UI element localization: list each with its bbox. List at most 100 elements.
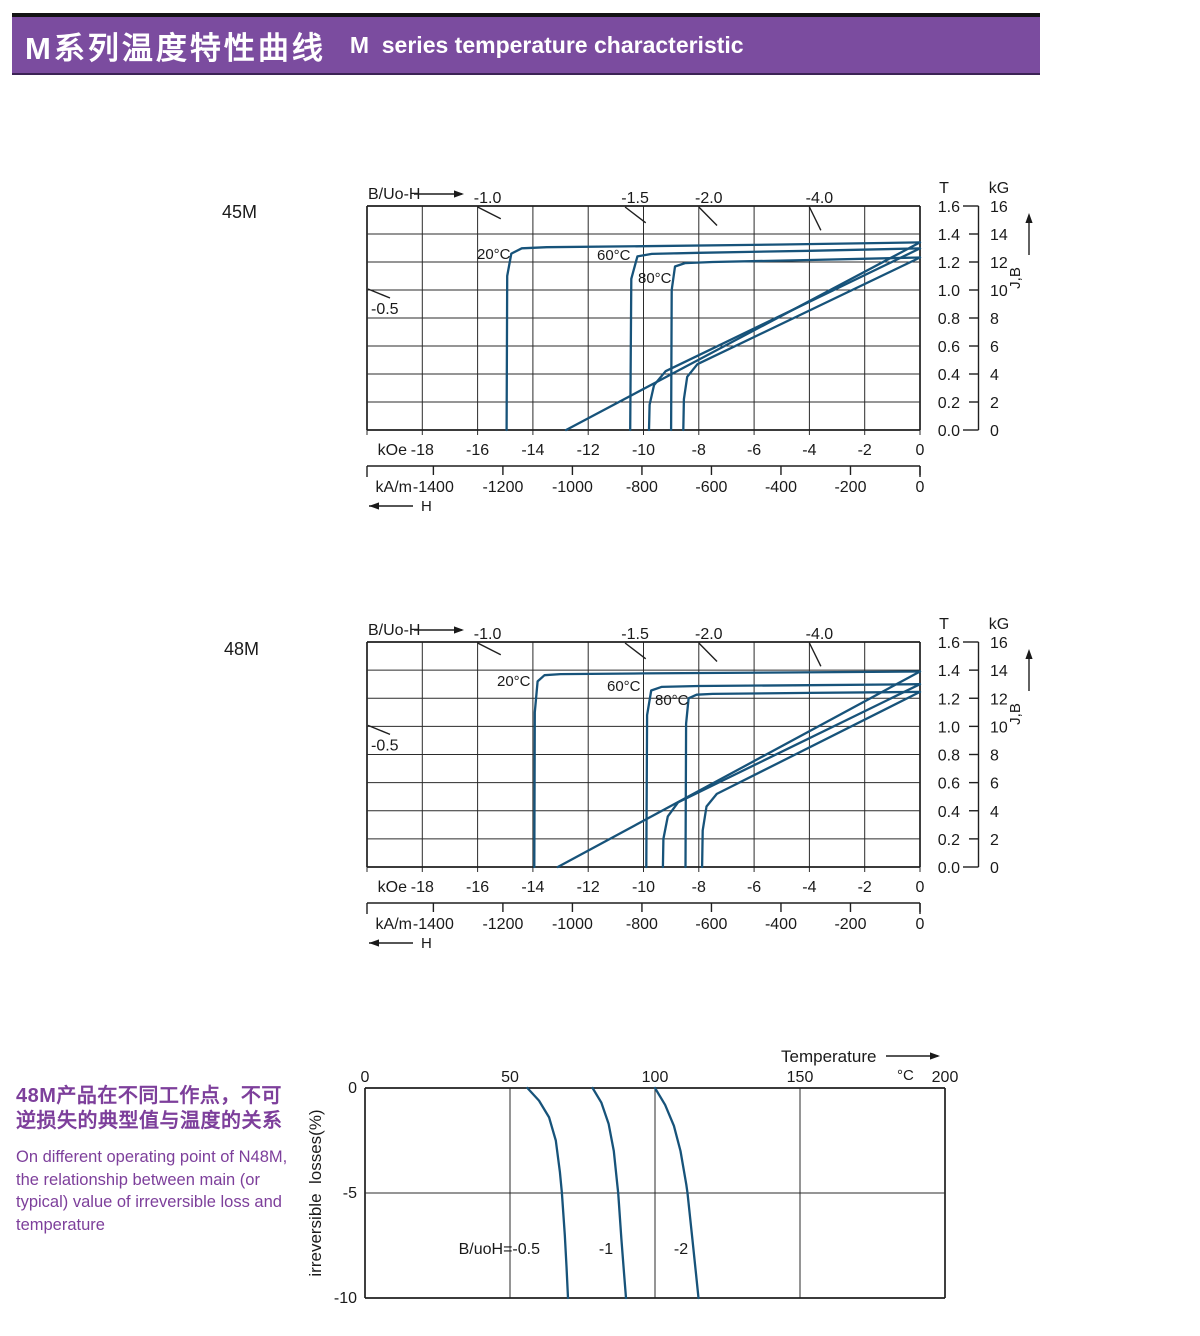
note-zh-line: 48M产品在不同工作点，不可 — [16, 1085, 282, 1107]
kam-tick-label: -200 — [834, 479, 866, 496]
temperature-label: 60°C — [607, 678, 641, 695]
kam-tick-label: -800 — [626, 916, 658, 933]
loadline-tick — [698, 642, 718, 663]
y-tick-kG: 14 — [990, 227, 1008, 244]
y-tick-T: 0.4 — [938, 804, 960, 821]
y-tick-kG: 4 — [990, 804, 999, 821]
y-tick-kG: 8 — [990, 748, 999, 765]
y-tick-kG: 12 — [990, 255, 1008, 272]
loadline-label: -0.5 — [371, 301, 399, 318]
x-axis-tick: 50 — [501, 1069, 519, 1086]
y-axis-unit-kG: kG — [989, 180, 1009, 197]
loadline-tick — [698, 206, 718, 227]
x-axis-tick: 0 — [361, 1069, 370, 1086]
x-axis-tick: -2 — [858, 442, 872, 459]
h-arrow-label: H — [421, 935, 432, 952]
curve-B-60°C — [661, 683, 922, 869]
y-axis-unit-kG: kG — [989, 616, 1009, 633]
loadline-tick — [808, 206, 822, 231]
y-tick-T: 1.4 — [938, 227, 960, 244]
y-tick-kG: 16 — [990, 199, 1008, 216]
loadline-label: -2.0 — [695, 190, 723, 207]
y-tick-T: 0.0 — [938, 423, 960, 440]
y-tick-kG: 14 — [990, 663, 1008, 680]
page-title-english: M series temperature characteristic — [349, 31, 744, 58]
loss-chart-note: 48M产品在不同工作点，不可 逆损失的典型值与温度的关系 On differen… — [16, 1084, 316, 1236]
jb-arrow-label: J,B — [1007, 703, 1024, 725]
h-arrow-label: H — [421, 498, 432, 515]
y-tick-kG: 6 — [990, 776, 999, 793]
arrow-head — [369, 939, 379, 947]
kam-tick-label: -1200 — [482, 916, 523, 933]
kam-tick-label: -400 — [765, 479, 797, 496]
kam-axis-unit: kA/m — [376, 916, 412, 933]
arrow-head — [1025, 649, 1033, 659]
y-tick-kG: 10 — [990, 719, 1008, 736]
curve-B-80°C — [700, 690, 922, 869]
x-axis-tick: 100 — [642, 1069, 669, 1086]
loadline-label: -1.0 — [474, 626, 502, 643]
y-axis-unit-T: T — [939, 180, 949, 197]
y-tick-kG: 12 — [990, 691, 1008, 708]
x-axis-tick: -10 — [632, 879, 655, 896]
x-axis-tick: -8 — [692, 442, 706, 459]
x-axis-tick: -18 — [411, 442, 434, 459]
page-title-chinese: M系列温度特性曲线 — [25, 30, 326, 66]
loss-curve--2 — [653, 1086, 700, 1300]
x-axis-tick: -6 — [747, 442, 761, 459]
kam-tick-label: -1400 — [413, 916, 454, 933]
x-axis-tick: -10 — [632, 442, 655, 459]
y-tick-T: 1.0 — [938, 719, 960, 736]
x-axis-tick: -8 — [692, 879, 706, 896]
jb-arrow-label: J,B — [1007, 267, 1024, 289]
kam-tick-label: -1000 — [552, 916, 593, 933]
y-tick-kG: 2 — [990, 395, 999, 412]
arrow-head — [454, 190, 464, 198]
y-tick-T: 1.6 — [938, 635, 960, 652]
y-tick-T: 0.0 — [938, 860, 960, 877]
loss-curve-B/uoH=-0.5 — [526, 1086, 570, 1300]
curve-J-80°C — [684, 690, 922, 869]
kam-tick-label: -1400 — [413, 479, 454, 496]
x-axis-tick: -14 — [521, 442, 544, 459]
x-axis-unit: kOe — [378, 442, 407, 459]
demag-chart-45M: B/Uo-H -1.0 -1.5 -2.0 -4.0 -0.5 kOe -18 -16 -14 -1… — [366, 180, 1033, 515]
kam-axis-unit: kA/m — [376, 479, 412, 496]
note-english: On different operating point of N48M, th… — [16, 1146, 316, 1236]
y-tick-T: 1.4 — [938, 663, 960, 680]
y-tick-T: 0.2 — [938, 832, 960, 849]
x-axis-tick: 200 — [932, 1069, 959, 1086]
loadline-tick — [808, 642, 822, 667]
kam-tick-label: 0 — [916, 479, 925, 496]
x-axis-unit: °C — [897, 1067, 914, 1084]
y-axis-tick: -5 — [343, 1185, 357, 1202]
loadline-tick — [367, 724, 391, 736]
curve-J-60°C — [645, 683, 922, 869]
x-axis-tick: -16 — [466, 879, 489, 896]
temperature-axis-label: Temperature — [781, 1047, 876, 1066]
x-axis-tick: -6 — [747, 879, 761, 896]
loadline-label: -0.5 — [371, 737, 399, 754]
page-header: M系列温度特性曲线 M series temperature character… — [12, 13, 1040, 75]
arrow-head — [1025, 213, 1033, 223]
loadline-label: -1.0 — [474, 190, 502, 207]
note-en-line: the relationship between main (or — [16, 1170, 260, 1189]
arrow-head — [930, 1052, 940, 1060]
curve-B-80°C — [682, 256, 922, 432]
curve-B-20°C — [556, 670, 922, 869]
loadline-label: -1.5 — [621, 626, 649, 643]
y-tick-T: 1.0 — [938, 283, 960, 300]
y-tick-kG: 0 — [990, 860, 999, 877]
x-axis-tick: 0 — [916, 879, 925, 896]
y-tick-kG: 10 — [990, 283, 1008, 300]
y-tick-kG: 4 — [990, 367, 999, 384]
loss-curve--1 — [591, 1086, 628, 1300]
loadline-tick — [367, 288, 391, 299]
y-tick-T: 0.8 — [938, 311, 960, 328]
y-tick-T: 1.2 — [938, 255, 960, 272]
loss-curve-label: B/uoH=-0.5 — [459, 1241, 540, 1258]
grade-label-45M: 45M — [222, 202, 258, 222]
grade-label-48M: 48M — [224, 639, 260, 659]
x-axis-unit: kOe — [378, 879, 407, 896]
kam-tick-label: -600 — [695, 916, 727, 933]
